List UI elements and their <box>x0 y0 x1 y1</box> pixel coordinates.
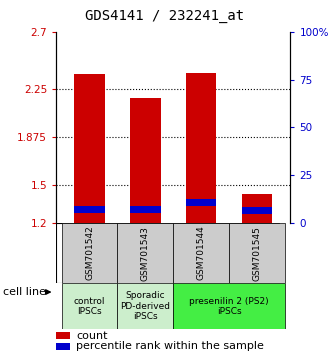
FancyBboxPatch shape <box>62 223 117 283</box>
Text: percentile rank within the sample: percentile rank within the sample <box>76 342 264 352</box>
Bar <box>74 74 105 223</box>
Text: GSM701545: GSM701545 <box>252 225 261 281</box>
Text: GSM701542: GSM701542 <box>85 226 94 280</box>
Text: GDS4141 / 232241_at: GDS4141 / 232241_at <box>85 9 245 23</box>
Bar <box>130 206 161 213</box>
Text: GSM701544: GSM701544 <box>197 226 206 280</box>
FancyBboxPatch shape <box>173 283 285 329</box>
Bar <box>130 98 161 223</box>
FancyBboxPatch shape <box>229 223 285 283</box>
Bar <box>242 207 272 214</box>
Text: control
IPSCs: control IPSCs <box>74 297 105 316</box>
Text: presenilin 2 (PS2)
iPSCs: presenilin 2 (PS2) iPSCs <box>189 297 269 316</box>
Text: GSM701543: GSM701543 <box>141 225 150 281</box>
Bar <box>74 206 105 213</box>
Bar <box>56 343 70 349</box>
Bar <box>242 194 272 223</box>
Text: count: count <box>76 331 108 341</box>
FancyBboxPatch shape <box>62 283 117 329</box>
FancyBboxPatch shape <box>117 283 173 329</box>
FancyBboxPatch shape <box>117 223 173 283</box>
Bar <box>186 73 216 223</box>
FancyBboxPatch shape <box>173 223 229 283</box>
Text: cell line: cell line <box>3 287 46 297</box>
Bar <box>56 332 70 339</box>
Text: Sporadic
PD-derived
iPSCs: Sporadic PD-derived iPSCs <box>120 291 170 321</box>
Bar <box>186 199 216 206</box>
